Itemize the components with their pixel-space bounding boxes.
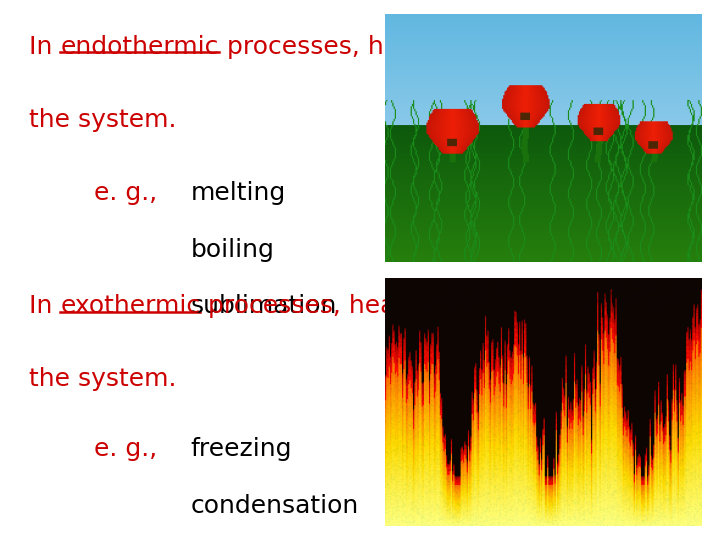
Text: In: In [29, 35, 60, 59]
Text: absorbed: absorbed [460, 35, 592, 59]
Text: processes, heat is: processes, heat is [219, 35, 460, 59]
Text: exothermic: exothermic [60, 294, 200, 318]
Text: the system.: the system. [29, 108, 176, 132]
Text: by: by [592, 35, 631, 59]
Text: by: by [563, 294, 602, 318]
Text: condensation: condensation [191, 494, 359, 518]
Text: boiling: boiling [191, 238, 274, 261]
Text: endothermic: endothermic [60, 35, 219, 59]
Text: e. g.,: e. g., [94, 437, 165, 461]
Text: melting: melting [191, 181, 286, 205]
Text: sublimation: sublimation [191, 294, 337, 318]
Text: the system.: the system. [29, 367, 176, 391]
Text: freezing: freezing [191, 437, 292, 461]
Text: In: In [29, 294, 60, 318]
Text: e. g.,: e. g., [94, 181, 165, 205]
Text: processes, heat is: processes, heat is [200, 294, 441, 318]
Text: released: released [441, 294, 563, 318]
